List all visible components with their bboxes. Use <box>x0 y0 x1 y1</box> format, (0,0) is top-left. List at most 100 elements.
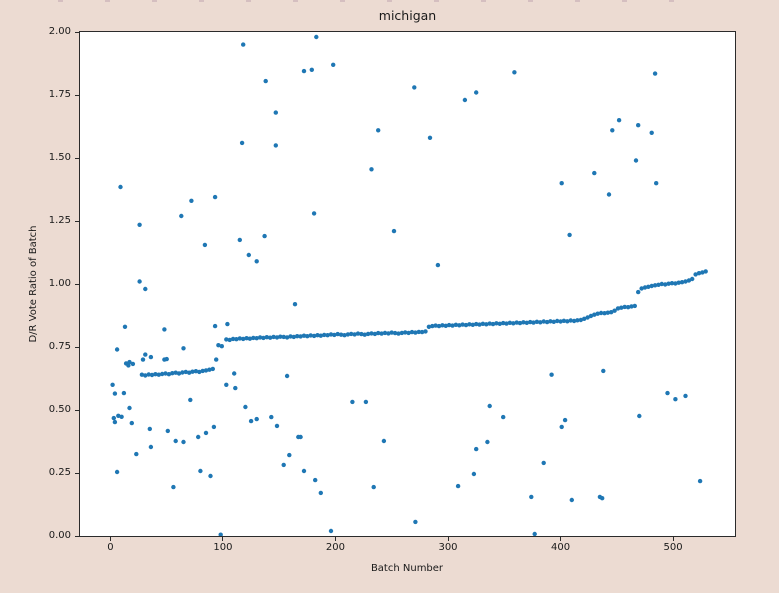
data-point <box>382 330 388 336</box>
data-point <box>659 281 664 287</box>
data-point <box>501 320 506 326</box>
data-point <box>693 272 698 277</box>
data-point <box>642 285 648 290</box>
data-point <box>269 414 274 420</box>
data-point <box>487 321 492 326</box>
data-point <box>254 259 259 264</box>
chart-title: michigan <box>378 8 437 23</box>
data-point <box>632 303 637 309</box>
y-tick-label-0.75: 0.75 <box>48 341 71 352</box>
data-point <box>555 318 560 324</box>
x-tick-label-0: 0 <box>107 542 114 553</box>
data-point <box>173 370 178 375</box>
data-point <box>274 423 280 429</box>
data-point <box>391 228 397 234</box>
data-point <box>372 331 378 337</box>
data-point <box>467 322 472 327</box>
data-point <box>646 284 651 289</box>
data-point <box>273 143 278 148</box>
data-point <box>559 181 564 186</box>
data-point <box>484 322 489 327</box>
data-point <box>208 473 213 479</box>
data-point <box>328 332 334 337</box>
data-point <box>232 371 237 376</box>
y-tick-mark-0.50 <box>75 409 79 411</box>
y-tick-label-1.00: 1.00 <box>48 278 71 289</box>
data-point <box>363 399 369 405</box>
data-point <box>463 322 469 328</box>
data-point <box>134 451 139 457</box>
data-point <box>446 322 452 328</box>
data-point <box>153 372 158 377</box>
data-point <box>262 233 267 239</box>
data-point <box>588 313 594 319</box>
data-point <box>435 262 441 268</box>
x-tick-mark-100 <box>222 537 224 541</box>
data-point <box>237 336 242 341</box>
data-point <box>203 430 209 436</box>
data-point <box>406 330 411 336</box>
data-point <box>517 320 523 326</box>
y-tick-mark-1.50 <box>75 157 79 159</box>
data-point <box>349 331 354 337</box>
y-tick-label-0.25: 0.25 <box>48 467 71 478</box>
data-point <box>453 322 459 327</box>
data-point <box>355 331 361 336</box>
data-point <box>114 469 120 475</box>
data-point <box>298 434 303 440</box>
data-point <box>163 371 168 376</box>
data-point <box>190 369 195 374</box>
data-point <box>332 332 337 338</box>
data-point <box>264 335 269 340</box>
data-point <box>301 468 307 474</box>
data-point <box>342 333 347 338</box>
data-point <box>703 269 708 274</box>
data-point <box>663 282 668 287</box>
data-point <box>558 319 563 324</box>
data-point <box>455 483 461 489</box>
data-point <box>413 519 418 525</box>
data-point <box>261 335 266 341</box>
data-point <box>119 414 124 419</box>
data-point <box>171 484 176 490</box>
data-point <box>114 347 120 352</box>
data-point <box>127 359 132 365</box>
data-point <box>298 334 303 339</box>
data-point <box>485 439 490 445</box>
data-point <box>359 331 364 337</box>
data-point <box>531 320 536 325</box>
data-point <box>234 337 239 342</box>
data-point <box>450 323 455 328</box>
data-point <box>331 62 336 67</box>
data-point <box>322 332 327 338</box>
data-point <box>311 211 317 216</box>
data-point <box>656 282 661 287</box>
data-point <box>568 318 573 323</box>
data-point <box>246 252 251 258</box>
data-point <box>176 371 182 376</box>
data-point <box>143 352 148 357</box>
data-point <box>216 343 221 348</box>
data-point <box>183 369 188 375</box>
data-point <box>188 397 193 403</box>
data-point <box>376 128 381 133</box>
data-point <box>257 335 263 340</box>
data-point <box>532 531 537 536</box>
data-point <box>241 42 246 47</box>
data-point <box>345 332 351 337</box>
data-point <box>544 319 550 325</box>
data-point <box>649 283 654 289</box>
data-point <box>160 371 165 377</box>
data-point <box>241 336 246 342</box>
data-point <box>379 331 384 336</box>
data-point <box>278 334 283 339</box>
data-point <box>371 484 376 490</box>
data-point <box>170 371 175 376</box>
data-point <box>534 319 540 324</box>
data-point <box>443 323 448 328</box>
data-point <box>501 414 506 420</box>
data-point <box>227 337 232 343</box>
data-point <box>690 276 695 282</box>
data-point <box>412 85 417 90</box>
data-point <box>148 444 154 450</box>
